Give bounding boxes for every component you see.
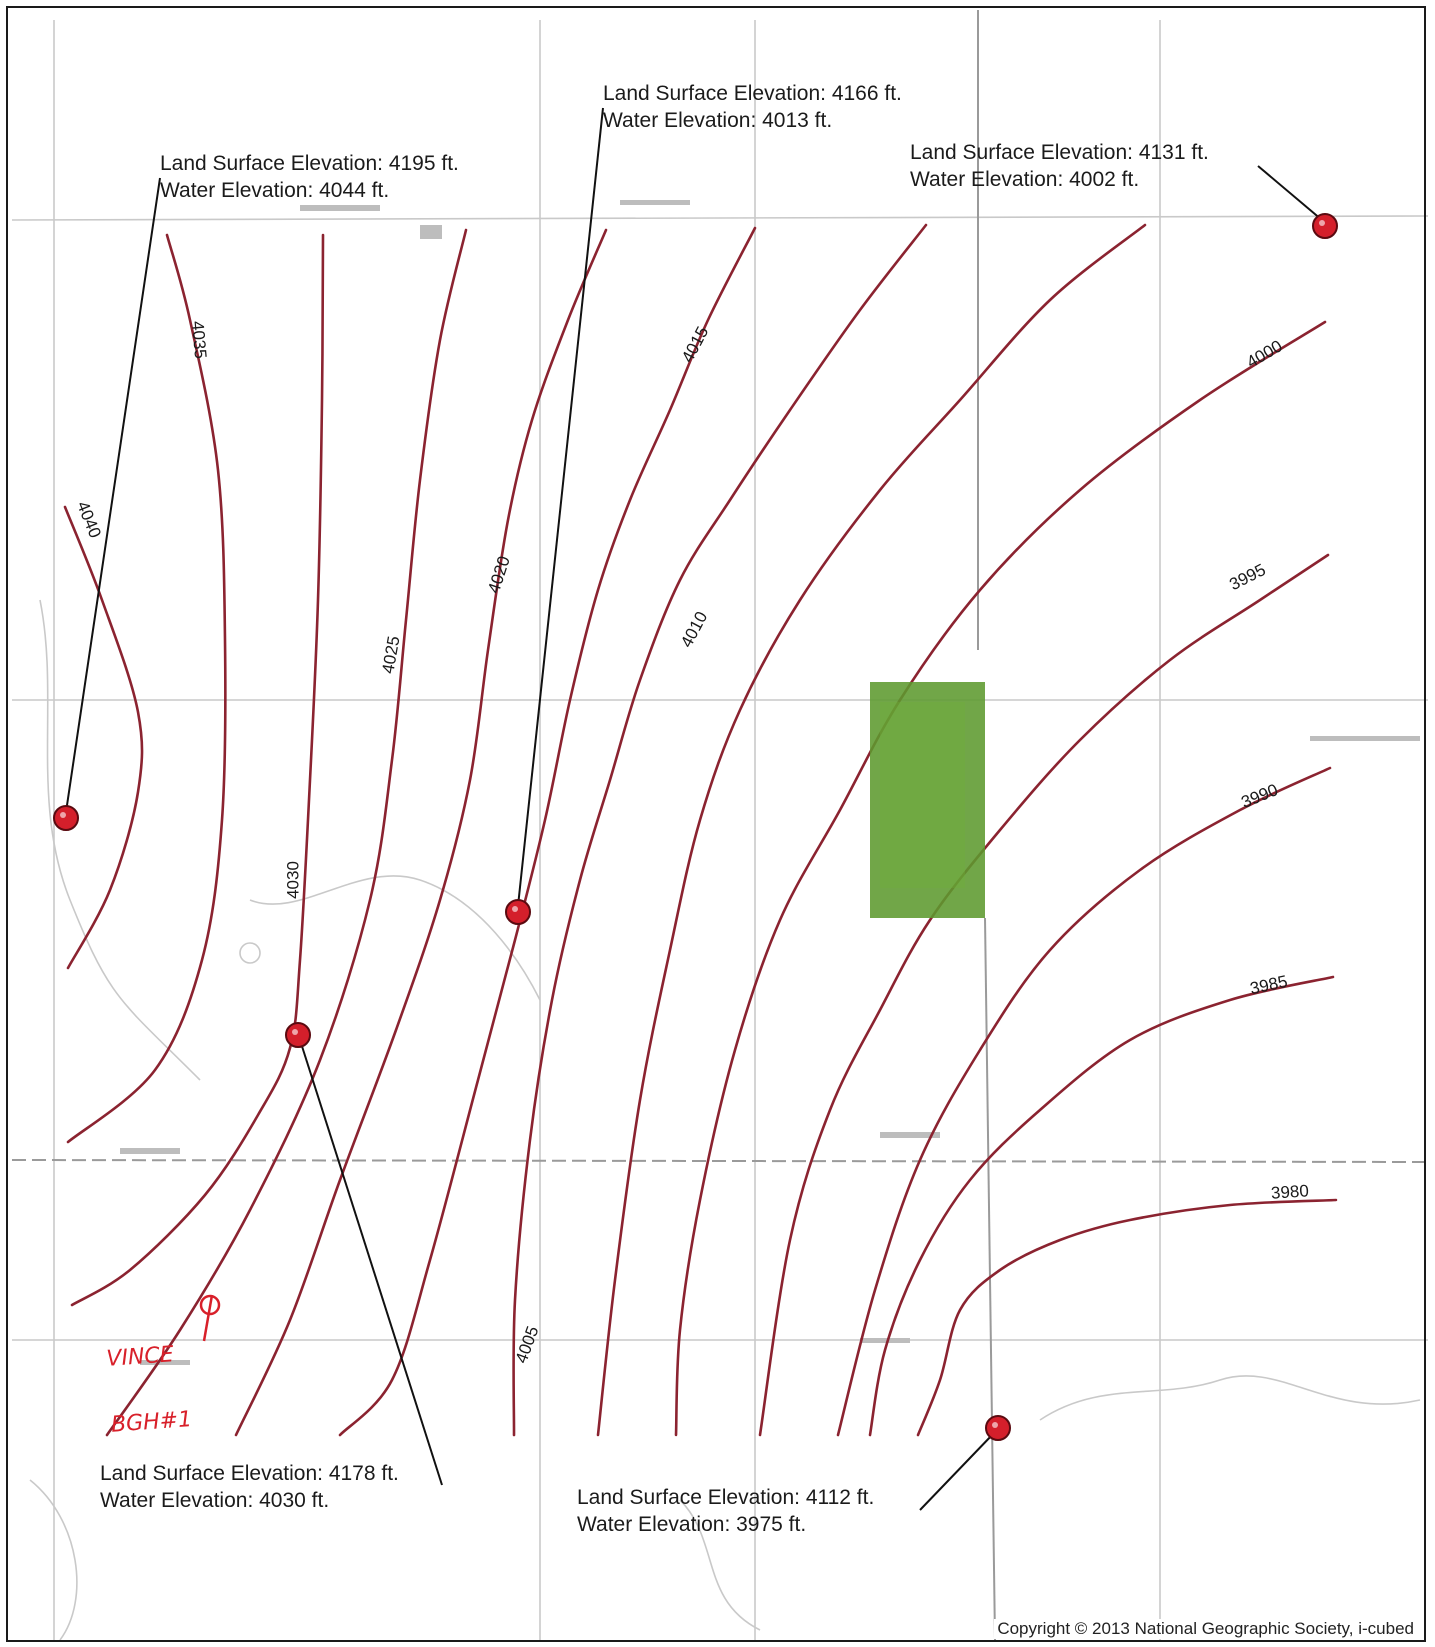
contour-4005	[596, 223, 1147, 1437]
vince-bgh-1-location-marker	[199, 1294, 221, 1342]
well-e-marker[interactable]	[985, 1415, 1011, 1441]
well-b-water-elevation: Water Elevation: 4013 ft.	[603, 109, 833, 132]
site-parcel-rect	[870, 682, 985, 918]
monitoring-wells	[53, 213, 1338, 1441]
well-e-leader	[919, 1432, 995, 1511]
well-b-land-surface-elevation: Land Surface Elevation: 4166 ft.	[603, 82, 902, 105]
project-site-parcel	[870, 682, 985, 918]
well-b-label: Land Surface Elevation: 4166 ft. Water El…	[603, 80, 902, 134]
well-d-marker-highlight	[292, 1029, 298, 1035]
well-c-marker-highlight	[1319, 220, 1325, 226]
well-a-label: Land Surface Elevation: 4195 ft. Water El…	[160, 150, 459, 204]
well-d-land-surface-elevation: Land Surface Elevation: 4178 ft.	[100, 1462, 399, 1485]
well-d-marker[interactable]	[285, 1022, 311, 1048]
well-b-marker[interactable]	[505, 899, 531, 925]
well-a-marker-highlight	[60, 812, 66, 818]
well-a-leader	[65, 177, 161, 813]
vince-marker-circle	[199, 1294, 221, 1316]
well-e-water-elevation: Water Elevation: 3975 ft.	[577, 1513, 807, 1536]
well-e-marker-highlight	[992, 1422, 998, 1428]
well-a-land-surface-elevation: Land Surface Elevation: 4195 ft.	[160, 152, 459, 175]
well-leader-lines	[65, 107, 1323, 1511]
contour-label-3980: 3980	[1270, 1181, 1309, 1203]
well-c-label: Land Surface Elevation: 4131 ft. Water El…	[910, 139, 1209, 193]
contour-4035	[66, 233, 227, 1144]
contour-3980	[916, 1198, 1338, 1437]
contour-4025	[105, 228, 468, 1437]
contour-4020	[234, 228, 608, 1437]
well-c-leader	[1257, 165, 1323, 221]
well-b-leader	[517, 107, 604, 907]
map-copyright: Copyright © 2013 National Geographic Soc…	[994, 1619, 1417, 1639]
well-a-marker[interactable]	[53, 805, 79, 831]
well-a-water-elevation: Water Elevation: 4044 ft.	[160, 179, 390, 202]
contour-4030	[70, 233, 325, 1307]
contour-label-4035: 4035	[188, 320, 210, 359]
handwritten-well-note: VINCE BGH#1	[103, 1299, 195, 1458]
well-d-leader	[299, 1039, 443, 1486]
vince-marker-tail	[202, 1294, 214, 1342]
contour-4015	[338, 226, 757, 1437]
well-c-water-elevation: Water Elevation: 4002 ft.	[910, 168, 1140, 191]
contour-4040	[63, 505, 144, 970]
well-d-label: Land Surface Elevation: 4178 ft. Water El…	[100, 1460, 399, 1514]
contour-4000	[674, 320, 1327, 1437]
handwritten-note-line-2: BGH#1	[110, 1407, 193, 1438]
contour-4010	[512, 223, 928, 1437]
contour-label-4030: 4030	[283, 861, 302, 899]
well-e-label: Land Surface Elevation: 4112 ft. Water El…	[577, 1484, 874, 1538]
water-elevation-contours: 4040403540304025402040154010400540003995…	[63, 223, 1338, 1437]
site-parcel-shading	[880, 702, 965, 888]
well-d-water-elevation: Water Elevation: 4030 ft.	[100, 1489, 330, 1512]
contour-3990	[836, 766, 1332, 1437]
contour-3985	[868, 975, 1335, 1437]
well-c-land-surface-elevation: Land Surface Elevation: 4131 ft.	[910, 141, 1209, 164]
handwritten-note-line-1: VINCE	[105, 1342, 175, 1372]
well-c-marker[interactable]	[1312, 213, 1338, 239]
well-e-land-surface-elevation: Land Surface Elevation: 4112 ft.	[577, 1486, 875, 1509]
well-b-marker-highlight	[512, 906, 518, 912]
